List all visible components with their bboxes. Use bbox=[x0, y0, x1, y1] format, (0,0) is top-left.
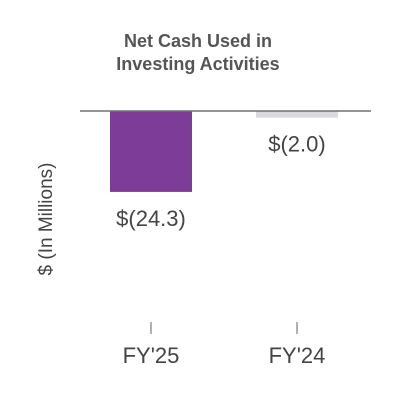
labels-layer: $(24.3) $(2.0) bbox=[116, 132, 326, 231]
x-axis: FY'25 FY'24 bbox=[123, 322, 326, 368]
bar-fy25 bbox=[110, 111, 192, 192]
data-label: $(2.0) bbox=[268, 132, 325, 157]
chart-title: Net Cash Used in Investing Activities bbox=[116, 31, 279, 74]
bars-layer bbox=[110, 111, 338, 192]
y-axis-label: $ (In Millions) bbox=[36, 163, 57, 276]
x-tick-label: FY'24 bbox=[269, 343, 326, 368]
x-tick-label: FY'25 bbox=[123, 343, 180, 368]
chart-title-line-1: Net Cash Used in bbox=[124, 31, 272, 51]
data-label: $(24.3) bbox=[116, 206, 186, 231]
chart-title-line-2: Investing Activities bbox=[116, 54, 279, 74]
bar-fy24 bbox=[256, 111, 338, 118]
